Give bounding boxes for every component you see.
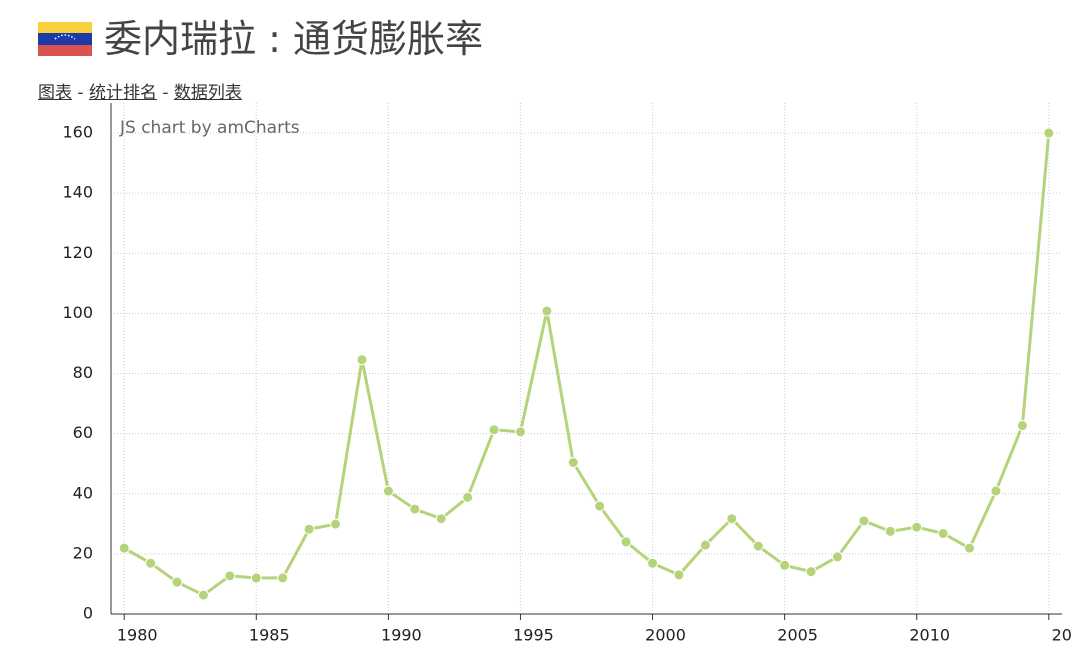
data-point — [171, 576, 183, 588]
y-tick-label: 0 — [83, 604, 93, 623]
x-tick-label: 1995 — [513, 626, 554, 645]
x-tick-label: 1985 — [249, 626, 290, 645]
data-point — [118, 542, 130, 554]
nav-link[interactable]: 数据列表 — [173, 83, 242, 103]
data-point — [541, 305, 553, 317]
nav-separator: - — [162, 83, 169, 103]
data-point — [911, 521, 923, 533]
nav-link[interactable]: 图表 — [38, 83, 72, 103]
data-point — [1043, 127, 1055, 139]
x-tick-label: 1990 — [381, 626, 422, 645]
data-point — [1016, 420, 1028, 432]
y-tick-label: 160 — [62, 123, 93, 142]
data-point — [356, 354, 368, 366]
nav-link[interactable]: 统计排名 — [88, 83, 157, 103]
data-point — [488, 424, 500, 436]
data-point — [145, 557, 157, 569]
data-point — [224, 570, 236, 582]
y-tick-label: 40 — [73, 483, 93, 502]
x-tick-label: 2005 — [777, 626, 818, 645]
data-point — [647, 557, 659, 569]
data-point — [409, 503, 421, 515]
data-point — [197, 589, 209, 601]
flag-icon — [38, 22, 92, 56]
data-point — [277, 572, 289, 584]
data-point — [858, 515, 870, 527]
data-point — [964, 542, 976, 554]
data-line — [123, 132, 1051, 597]
data-point — [779, 559, 791, 571]
data-point — [594, 500, 606, 512]
data-point — [382, 485, 394, 497]
y-tick-label: 60 — [73, 423, 93, 442]
y-tick-label: 100 — [62, 303, 93, 322]
x-tick-label: 2000 — [645, 626, 686, 645]
data-point — [250, 572, 262, 584]
data-point — [805, 566, 817, 578]
data-point — [752, 540, 764, 552]
data-point — [303, 523, 315, 535]
data-point — [937, 527, 949, 539]
data-point — [330, 518, 342, 530]
data-point — [567, 457, 579, 469]
x-tick-label: 20 — [1052, 626, 1072, 645]
y-tick-label: 120 — [62, 243, 93, 262]
data-point — [462, 491, 474, 503]
nav-separator: - — [77, 83, 84, 103]
nav: 图表 - 统计排名 - 数据列表 — [38, 78, 242, 103]
data-point — [831, 551, 843, 563]
data-point — [726, 513, 738, 525]
y-tick-label: 140 — [62, 183, 93, 202]
y-tick-label: 80 — [73, 363, 93, 382]
data-point — [514, 426, 526, 438]
watermark: JS chart by amCharts — [119, 118, 300, 138]
page-title: 委内瑞拉 : 通货膨胀率 — [104, 17, 483, 61]
data-point — [620, 536, 632, 548]
data-point — [435, 513, 447, 525]
x-tick-label: 2010 — [909, 626, 950, 645]
y-tick-label: 20 — [73, 543, 93, 562]
data-point — [990, 485, 1002, 497]
x-tick-label: 1980 — [117, 626, 158, 645]
data-point — [884, 525, 896, 537]
data-point — [699, 539, 711, 551]
data-point — [673, 569, 685, 581]
